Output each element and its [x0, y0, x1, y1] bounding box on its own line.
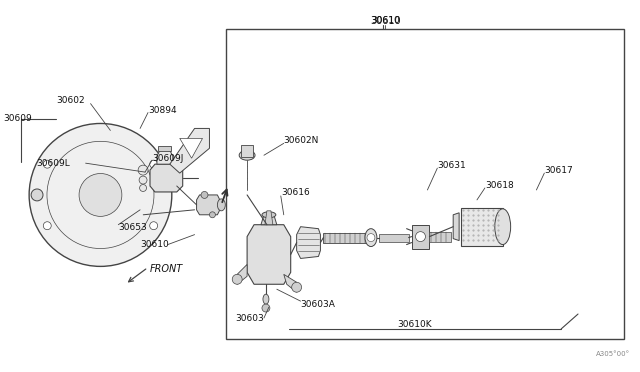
Text: 30618: 30618	[485, 180, 514, 189]
Circle shape	[139, 176, 147, 184]
Circle shape	[367, 234, 375, 241]
Text: FRONT: FRONT	[150, 264, 183, 275]
Text: 30610: 30610	[370, 16, 401, 26]
Circle shape	[232, 274, 242, 284]
Circle shape	[31, 189, 43, 201]
Text: 30653: 30653	[118, 223, 147, 232]
Text: 30602: 30602	[56, 96, 84, 105]
Bar	[241, 145, 253, 157]
Text: 30610: 30610	[140, 240, 169, 249]
Circle shape	[415, 232, 426, 241]
Polygon shape	[247, 225, 291, 284]
Bar	[323, 232, 368, 243]
Ellipse shape	[365, 229, 377, 247]
Text: 30617: 30617	[545, 166, 573, 174]
Circle shape	[44, 222, 51, 230]
Circle shape	[150, 222, 157, 230]
Polygon shape	[157, 150, 173, 164]
Polygon shape	[180, 138, 202, 158]
Text: 30610: 30610	[371, 16, 400, 25]
Bar	[461, 208, 503, 246]
Text: 30609L: 30609L	[36, 159, 70, 168]
Polygon shape	[196, 195, 220, 215]
Polygon shape	[297, 227, 321, 259]
Circle shape	[292, 282, 301, 292]
Text: 30631: 30631	[437, 161, 466, 170]
Bar	[158, 146, 171, 151]
Circle shape	[79, 173, 122, 217]
Polygon shape	[284, 274, 297, 292]
Text: 30609: 30609	[3, 114, 32, 123]
Polygon shape	[150, 164, 182, 192]
Text: 30610K: 30610K	[397, 320, 433, 330]
Polygon shape	[265, 211, 273, 225]
Circle shape	[150, 160, 157, 168]
Circle shape	[201, 192, 208, 198]
Circle shape	[44, 160, 51, 168]
Ellipse shape	[239, 150, 255, 160]
Circle shape	[262, 304, 270, 312]
Bar	[379, 234, 408, 241]
Text: 30602N: 30602N	[284, 136, 319, 145]
Bar	[227, 29, 623, 339]
Circle shape	[209, 212, 216, 218]
Ellipse shape	[495, 209, 511, 244]
Text: 30609J: 30609J	[152, 154, 184, 163]
Bar	[429, 232, 451, 241]
Circle shape	[47, 141, 154, 248]
Text: 30603A: 30603A	[301, 299, 335, 309]
Text: 30603: 30603	[236, 314, 264, 324]
Circle shape	[140, 185, 147, 192]
Text: 30894: 30894	[148, 106, 177, 115]
Polygon shape	[170, 128, 209, 173]
Ellipse shape	[262, 212, 276, 218]
Polygon shape	[261, 215, 277, 225]
Ellipse shape	[263, 294, 269, 304]
Circle shape	[29, 124, 172, 266]
Bar	[412, 225, 429, 248]
Ellipse shape	[218, 199, 225, 211]
Circle shape	[138, 165, 148, 175]
Polygon shape	[237, 264, 247, 284]
Polygon shape	[453, 213, 459, 241]
Text: 30616: 30616	[281, 189, 310, 198]
Text: A305°00°: A305°00°	[596, 351, 630, 357]
